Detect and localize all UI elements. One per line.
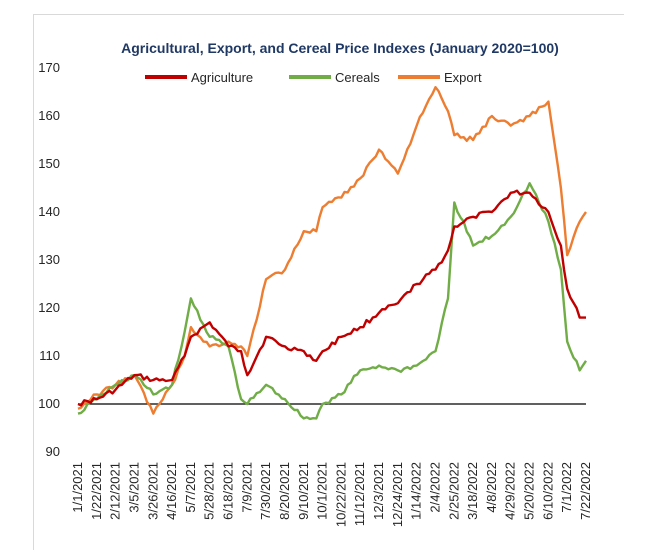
series-line-cereals [77,182,587,421]
legend-label-export: Export [444,70,482,85]
legend: Agriculture Cereals Export [145,70,482,85]
legend-label-cereals: Cereals [335,70,380,85]
series-lines [77,86,587,421]
x-tick-label: 8/20/2021 [277,462,292,520]
x-tick-label: 7/30/2021 [258,462,273,520]
x-tick-label: 2/25/2022 [446,462,461,520]
x-tick-label: 11/12/2021 [352,462,367,526]
x-tick-label: 4/16/2021 [164,462,179,520]
x-tick-label: 4/29/2022 [503,462,518,520]
y-tick-label: 100 [38,396,60,411]
x-tick-label: 5/28/2021 [202,462,217,520]
x-tick-label: 6/10/2022 [540,462,555,520]
x-tick-label: 9/10/2021 [296,462,311,520]
x-tick-label: 7/22/2022 [578,462,593,520]
x-tick-label: 10/22/2021 [333,462,348,527]
y-tick-label: 130 [38,252,60,267]
x-tick-label: 10/1/2021 [315,462,330,520]
x-tick-label: 7/9/2021 [239,462,254,513]
y-tick-label: 150 [38,156,60,171]
x-axis: 1/1/2021 1/22/2021 2/12/2021 3/5/2021 3/26/2… [70,462,593,527]
y-tick-label: 90 [46,444,60,459]
x-tick-label: 1/14/2022 [409,462,424,520]
x-tick-label: 3/26/2021 [145,462,160,520]
x-tick-label: 3/18/2022 [465,462,480,520]
x-tick-label: 12/24/2021 [390,462,405,527]
x-tick-label: 12/3/2021 [371,462,386,520]
y-tick-label: 160 [38,108,60,123]
x-tick-label: 3/5/2021 [126,462,141,513]
x-tick-label: 1/22/2021 [89,462,104,520]
y-tick-label: 120 [38,300,60,315]
x-tick-label: 7/1/2022 [559,462,574,513]
series-line-export [77,86,587,415]
y-tick-label: 140 [38,204,60,219]
x-tick-label: 6/18/2021 [221,462,236,520]
series-line-agriculture [77,189,586,407]
chart-title: Agricultural, Export, and Cereal Price I… [121,40,559,56]
x-tick-label: 2/12/2021 [108,462,123,520]
x-tick-label: 2/4/2022 [427,462,442,513]
y-tick-label: 170 [38,60,60,75]
y-axis: 90 100 110 120 130 140 150 160 170 [38,60,60,459]
x-tick-label: 5/20/2022 [522,462,537,520]
chart-frame [33,14,624,550]
x-tick-label: 1/1/2021 [70,462,85,513]
legend-label-agriculture: Agriculture [191,70,253,85]
y-tick-label: 110 [39,348,60,363]
x-tick-label: 5/7/2021 [183,462,198,513]
x-tick-label: 4/8/2022 [484,462,499,513]
